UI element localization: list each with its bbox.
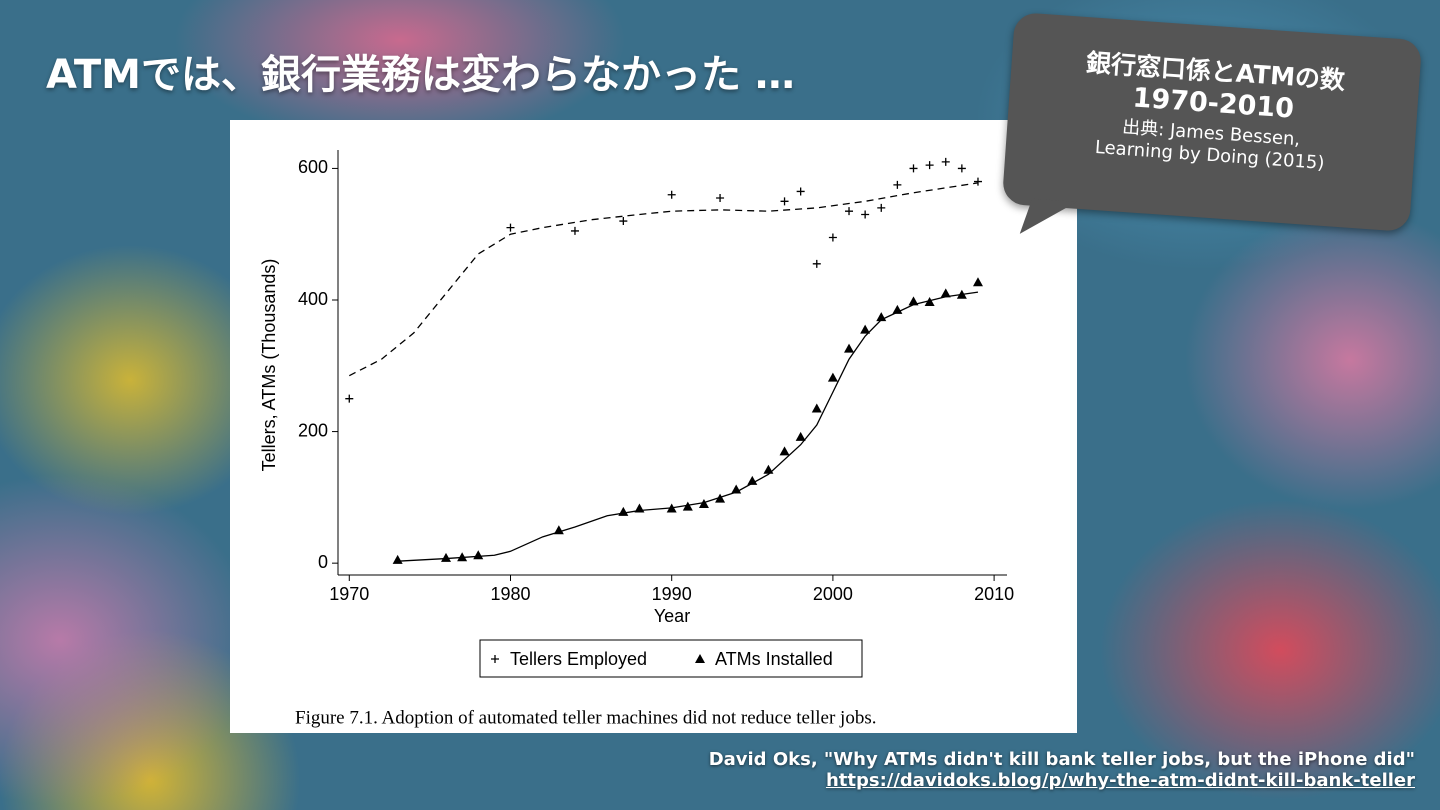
data-point (844, 343, 855, 353)
credit-text: David Oks, "Why ATMs didn't kill bank te… (708, 749, 1415, 770)
data-point (908, 296, 919, 306)
data-point (473, 550, 484, 560)
data-point (827, 372, 838, 382)
data-point (634, 503, 645, 513)
y-tick-label: 0 (318, 552, 328, 572)
data-point (957, 164, 966, 173)
fit-line (397, 291, 979, 562)
x-tick-label: 2000 (813, 584, 853, 604)
y-tick-label: 600 (298, 157, 328, 177)
x-tick-label: 2010 (974, 584, 1014, 604)
data-point (845, 207, 854, 216)
data-point (828, 233, 837, 242)
x-tick-label: 1990 (652, 584, 692, 604)
data-point (956, 289, 967, 299)
data-point (618, 506, 629, 516)
figure-caption: Figure 7.1. Adoption of automated teller… (295, 707, 876, 728)
data-point (892, 304, 903, 314)
data-point (553, 525, 564, 535)
data-point (876, 312, 887, 322)
y-tick-label: 200 (298, 420, 328, 440)
legend-label: Tellers Employed (510, 649, 647, 669)
data-point (877, 203, 886, 212)
data-point (924, 296, 935, 306)
data-point (909, 164, 918, 173)
data-point (796, 187, 805, 196)
x-tick-label: 1980 (490, 584, 530, 604)
slide-title: ATMでは、銀行業務は変わらなかった … (46, 52, 795, 98)
x-axis-label: Year (654, 606, 690, 626)
data-point (441, 552, 452, 562)
data-point (860, 324, 871, 334)
data-point (972, 277, 983, 287)
credit: David Oks, "Why ATMs didn't kill bank te… (709, 749, 1415, 791)
data-point (780, 197, 789, 206)
legend-marker (695, 654, 705, 663)
data-point (812, 259, 821, 268)
data-point (570, 226, 579, 235)
data-point (747, 475, 758, 485)
data-point (779, 446, 790, 456)
data-point (715, 493, 726, 503)
chart: Year Tellers, ATMs (Thousands) Figure 7.… (230, 120, 1077, 733)
y-tick-label: 400 (298, 289, 328, 309)
data-point (666, 503, 677, 513)
data-point (811, 403, 822, 413)
data-point (667, 190, 676, 199)
data-point (973, 177, 982, 186)
data-point (861, 210, 870, 219)
data-point (392, 554, 403, 564)
legend-marker (491, 655, 499, 663)
credit-link[interactable]: https://davidoks.blog/p/why-the-atm-didn… (825, 770, 1415, 791)
data-point (698, 498, 709, 508)
data-point (795, 431, 806, 441)
data-point (619, 217, 628, 226)
legend-box (479, 639, 863, 678)
data-point (893, 180, 902, 189)
y-axis-label: Tellers, ATMs (Thousands) (259, 259, 279, 472)
data-point (716, 194, 725, 203)
data-point (345, 394, 354, 403)
x-tick-label: 1970 (329, 584, 369, 604)
data-point (457, 552, 468, 562)
legend-label: ATMs Installed (715, 649, 833, 669)
data-point (763, 464, 774, 474)
callout-tail (1019, 198, 1078, 234)
data-point (731, 484, 742, 494)
fit-line (348, 182, 979, 377)
callout: 銀行窓口係とATMの数 1970-2010 出典: James Bessen, … (1001, 12, 1423, 234)
data-point (506, 223, 515, 232)
data-point (682, 501, 693, 511)
data-point (941, 157, 950, 166)
data-point (925, 161, 934, 170)
data-point (940, 288, 951, 298)
